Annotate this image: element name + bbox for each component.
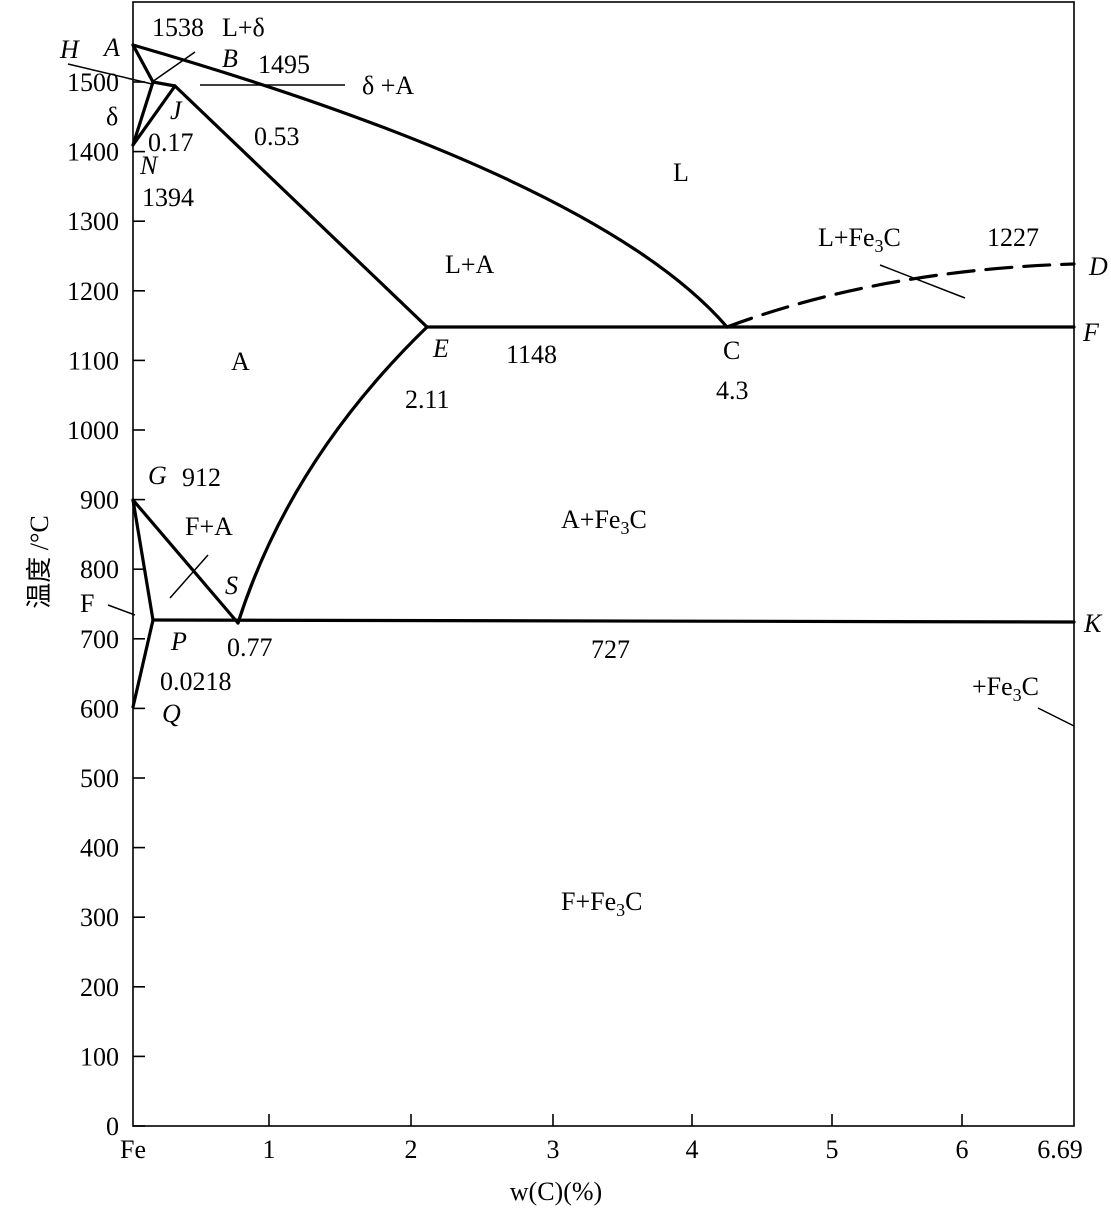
y-tick-label: 1300 (67, 207, 119, 236)
y-tick-label: 0 (106, 1112, 119, 1141)
point-g-label: G (148, 461, 167, 490)
temp-n-value: 1394 (142, 183, 194, 212)
y-tick-label: 400 (80, 834, 119, 863)
carbon-e-value: 2.11 (405, 385, 450, 414)
temp-b-value: 1495 (258, 50, 310, 79)
region-f: F (80, 589, 94, 618)
x-tick-label: 2 (405, 1135, 418, 1164)
solidus-je (173, 84, 429, 329)
temp-e-value: 1148 (506, 340, 557, 369)
point-f-label: F (1082, 318, 1100, 347)
y-tick-label: 100 (80, 1042, 119, 1071)
leader-f-a (169, 554, 209, 599)
region-a: A (231, 347, 250, 376)
point-h-label: H (59, 35, 80, 64)
y-tick-label: 1500 (67, 68, 119, 97)
carbon-b-value: 0.53 (254, 122, 300, 151)
y-tick-label: 1100 (68, 346, 119, 375)
temp-s-value: 727 (591, 635, 630, 664)
solidus-ah (131, 43, 155, 84)
eutectoid-psk (151, 618, 1076, 624)
plot-frame (132, 1, 1075, 1127)
line-hn (131, 80, 155, 147)
x-tick-label: 1 (263, 1135, 276, 1164)
y-tick-label: 800 (80, 555, 119, 584)
x-origin-label: Fe (120, 1135, 146, 1164)
acm-es (236, 325, 429, 625)
region-l-a: L+A (445, 250, 495, 279)
x-tick-label: 4 (686, 1135, 699, 1164)
x-max-label: 6.69 (1037, 1135, 1083, 1164)
y-tick-label: 900 (80, 486, 119, 515)
x-axis-title: w(C)(%) (510, 1177, 602, 1206)
leader-l-fe3c (879, 264, 966, 299)
point-k-label: K (1083, 609, 1103, 638)
region-delta: δ (106, 102, 118, 131)
liquidus-cd-dashed (725, 262, 1076, 329)
region-f-fe3c: F+Fe3C (561, 887, 642, 920)
y-tick-label: 200 (80, 973, 119, 1002)
temp-a-value: 1538 (152, 13, 204, 42)
carbon-j-value: 0.17 (148, 128, 194, 157)
y-tick-label: 300 (80, 903, 119, 932)
point-e-label: E (432, 334, 449, 363)
point-p-label: P (170, 627, 187, 656)
point-n-label: N (139, 151, 159, 180)
leader-lines (67, 51, 1075, 727)
point-q-label: Q (162, 699, 181, 728)
x-tick-label: 3 (547, 1135, 560, 1164)
region-f-a: F+A (185, 512, 233, 541)
region-l: L (673, 158, 689, 187)
carbon-p-value: 0.0218 (160, 667, 232, 696)
point-a-label: A (102, 33, 120, 62)
phase-boundaries (131, 43, 1076, 709)
region-plus-fe3c: +Fe3C (972, 672, 1039, 705)
carbon-s-value: 0.77 (227, 633, 273, 662)
x-axis-ticks: 1 2 3 4 5 6 (263, 1114, 969, 1164)
liquidus-ac (131, 43, 729, 329)
point-j-label: J (170, 96, 183, 125)
solvus-pq (131, 618, 155, 709)
carbon-c-value: 4.3 (716, 376, 749, 405)
leader-f (107, 604, 136, 616)
y-tick-label: 600 (80, 694, 119, 723)
y-tick-label: 700 (80, 625, 119, 654)
x-tick-label: 6 (956, 1135, 969, 1164)
x-tick-label: 5 (826, 1135, 839, 1164)
leader-l-delta (151, 51, 196, 83)
region-delta-a: δ +A (362, 71, 414, 100)
temp-d-value: 1227 (987, 223, 1039, 252)
temp-g-value: 912 (182, 463, 221, 492)
y-axis-ticks: 0 100 200 300 400 500 600 700 800 900 1000 1100 1200… (67, 68, 145, 1141)
leader-h (67, 63, 153, 85)
leader-plus-fe3c (1037, 707, 1075, 727)
region-l-delta: L+δ (222, 13, 265, 42)
region-labels: L+δ δ +A δ L L+A A F+A F L+Fe3C A+Fe3C F… (80, 13, 1039, 920)
line-gp (131, 498, 155, 622)
y-tick-label: 1400 (67, 138, 119, 167)
a3-gs (131, 498, 240, 625)
value-labels: 1538 1495 0.53 0.17 1394 1227 1148 2.11 … (142, 13, 1039, 696)
point-c-label: C (723, 336, 740, 365)
region-a-fe3c: A+Fe3C (561, 505, 647, 538)
line-jn (131, 84, 177, 147)
peritectic-hj (151, 80, 177, 88)
region-l-fe3c: L+Fe3C (818, 223, 901, 256)
point-s-label: S (225, 571, 238, 600)
y-tick-label: 500 (80, 764, 119, 793)
y-tick-label: 1000 (67, 416, 119, 445)
point-labels: A H B J N E C D F G S P K Q (59, 33, 1108, 728)
y-axis-title: 温度 /°C (25, 515, 54, 608)
y-tick-label: 1200 (67, 277, 119, 306)
point-b-label: B (222, 44, 238, 73)
point-d-label: D (1088, 252, 1108, 281)
